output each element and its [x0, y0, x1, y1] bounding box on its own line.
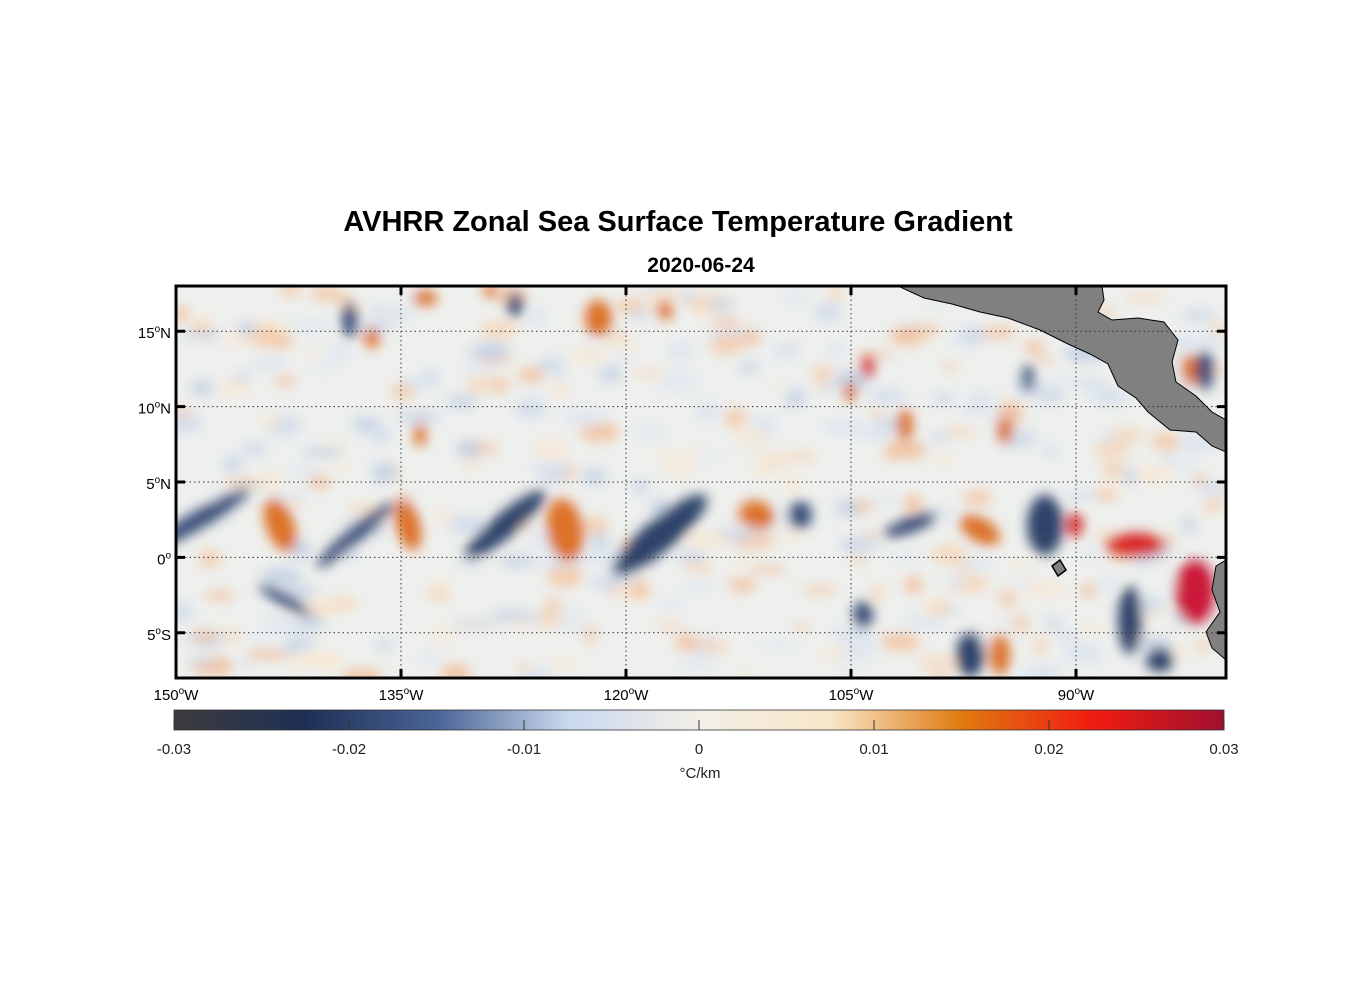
- lat-tick-label: 15oN: [138, 324, 171, 342]
- south-america-land: [1205, 559, 1226, 661]
- colorbar-tick-label: 0.01: [859, 741, 888, 758]
- colorbar-tick-label: 0.02: [1034, 741, 1063, 758]
- sst-gradient-field: [176, 286, 1226, 678]
- lon-tick-label: 90oW: [1058, 686, 1095, 704]
- lat-tick-label: 10oN: [138, 400, 171, 418]
- galapagos-island: [1051, 558, 1067, 578]
- lat-tick-label: 0o: [157, 550, 171, 568]
- colorbar-tick-label: 0.03: [1209, 741, 1238, 758]
- colorbar-tick-label: -0.03: [157, 741, 191, 758]
- lat-tick-label: 5oN: [146, 475, 171, 493]
- lon-tick-label: 120oW: [604, 686, 650, 704]
- colorbar-tick-label: 0: [695, 741, 703, 758]
- lat-tick-label: 5oS: [147, 626, 171, 644]
- lon-tick-label: 105oW: [829, 686, 875, 704]
- lon-tick-label: 150oW: [154, 686, 200, 704]
- colorbar-tick-label: -0.01: [507, 741, 541, 758]
- central-america-land: [897, 286, 1226, 453]
- land-masses: [897, 286, 1226, 661]
- figure-subtitle: 2020-06-24: [647, 254, 755, 277]
- colorbar-tick-label: -0.02: [332, 741, 366, 758]
- colorbar: -0.03 -0.02 -0.01 0 0.01 0.02 0.03 °C/km: [157, 709, 1239, 782]
- longitude-labels: 150oW 135oW 120oW 105oW 90oW: [154, 686, 1095, 704]
- axis-ticks: [176, 286, 1226, 678]
- colorbar-unit-label: °C/km: [680, 765, 721, 782]
- latitude-labels: 15oN 10oN 5oN 0o 5oS: [138, 324, 172, 644]
- lon-tick-label: 135oW: [379, 686, 425, 704]
- figure-title: AVHRR Zonal Sea Surface Temperature Grad…: [343, 206, 1013, 238]
